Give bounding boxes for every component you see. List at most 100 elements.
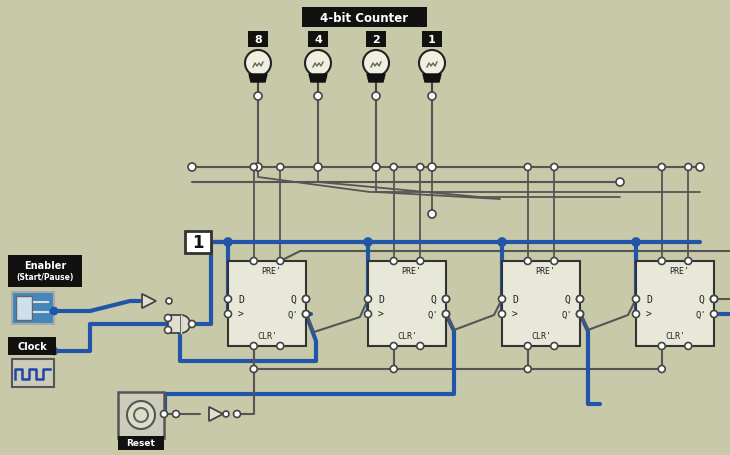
Text: D: D — [378, 294, 384, 304]
Circle shape — [164, 327, 172, 334]
Circle shape — [632, 238, 640, 247]
Circle shape — [442, 311, 450, 318]
Bar — [248, 32, 268, 48]
Circle shape — [524, 164, 531, 171]
Circle shape — [391, 164, 397, 171]
Text: Q': Q' — [288, 310, 299, 319]
Bar — [12, 293, 54, 324]
Circle shape — [50, 308, 58, 315]
Circle shape — [250, 366, 257, 373]
Text: >: > — [238, 309, 244, 319]
Circle shape — [188, 164, 196, 172]
Circle shape — [417, 164, 423, 171]
Circle shape — [577, 311, 583, 318]
Circle shape — [685, 343, 692, 350]
Text: 8: 8 — [254, 35, 262, 45]
Polygon shape — [142, 294, 156, 308]
Circle shape — [314, 164, 322, 172]
Text: CLR': CLR' — [665, 332, 685, 341]
Text: Enabler: Enabler — [24, 260, 66, 270]
Circle shape — [550, 258, 558, 265]
Text: 1: 1 — [192, 233, 204, 252]
Wedge shape — [181, 315, 191, 333]
Circle shape — [391, 366, 397, 373]
Circle shape — [658, 258, 665, 265]
Circle shape — [442, 296, 450, 303]
Text: Q: Q — [698, 294, 704, 304]
Polygon shape — [209, 407, 223, 421]
Circle shape — [164, 315, 172, 322]
Text: CLR': CLR' — [257, 332, 277, 341]
Circle shape — [188, 321, 196, 328]
Text: Q': Q' — [696, 310, 707, 319]
Circle shape — [577, 311, 583, 318]
Circle shape — [364, 238, 372, 247]
Circle shape — [524, 343, 531, 350]
Circle shape — [305, 51, 331, 77]
Circle shape — [277, 164, 284, 171]
Circle shape — [577, 296, 583, 303]
Circle shape — [710, 296, 718, 303]
Circle shape — [658, 343, 665, 350]
Bar — [636, 262, 714, 346]
Circle shape — [685, 258, 692, 265]
Circle shape — [524, 366, 531, 373]
Bar — [16, 296, 32, 320]
Circle shape — [302, 296, 310, 303]
Circle shape — [658, 366, 665, 373]
Polygon shape — [423, 75, 441, 83]
Circle shape — [172, 410, 180, 418]
Circle shape — [428, 93, 436, 101]
Text: 2: 2 — [372, 35, 380, 45]
Circle shape — [224, 238, 232, 247]
Text: PRE': PRE' — [261, 267, 281, 276]
Circle shape — [127, 401, 155, 429]
Circle shape — [391, 343, 397, 350]
Circle shape — [161, 410, 167, 418]
Polygon shape — [249, 75, 267, 83]
Text: PRE': PRE' — [401, 267, 421, 276]
Circle shape — [710, 311, 718, 318]
Text: CLR': CLR' — [531, 332, 551, 341]
Text: D: D — [646, 294, 652, 304]
Text: 1: 1 — [428, 35, 436, 45]
Circle shape — [658, 164, 665, 171]
Bar — [8, 255, 82, 288]
Circle shape — [498, 238, 506, 247]
Circle shape — [364, 296, 372, 303]
Circle shape — [277, 258, 284, 265]
Bar — [118, 436, 164, 450]
Circle shape — [616, 179, 624, 187]
Bar — [12, 359, 54, 387]
Circle shape — [391, 258, 397, 265]
Text: PRE': PRE' — [535, 267, 555, 276]
Circle shape — [499, 311, 505, 318]
Circle shape — [696, 164, 704, 172]
Circle shape — [428, 211, 436, 218]
Bar — [422, 32, 442, 48]
Circle shape — [417, 258, 423, 265]
Text: Q: Q — [290, 294, 296, 304]
Circle shape — [632, 311, 639, 318]
Circle shape — [225, 311, 231, 318]
Circle shape — [302, 311, 310, 318]
Text: D: D — [512, 294, 518, 304]
Bar — [366, 32, 386, 48]
Bar — [502, 262, 580, 346]
Circle shape — [364, 311, 372, 318]
Circle shape — [442, 311, 450, 318]
Circle shape — [577, 296, 583, 303]
Bar — [302, 8, 427, 28]
Circle shape — [225, 296, 231, 303]
Circle shape — [428, 164, 436, 172]
Circle shape — [550, 343, 558, 350]
Text: Q': Q' — [561, 310, 572, 319]
Circle shape — [372, 93, 380, 101]
Bar — [168, 315, 181, 333]
Circle shape — [524, 258, 531, 265]
Text: Q: Q — [564, 294, 570, 304]
Text: (Start/Pause): (Start/Pause) — [16, 273, 74, 282]
Polygon shape — [367, 75, 385, 83]
Circle shape — [250, 164, 257, 171]
Circle shape — [550, 164, 558, 171]
